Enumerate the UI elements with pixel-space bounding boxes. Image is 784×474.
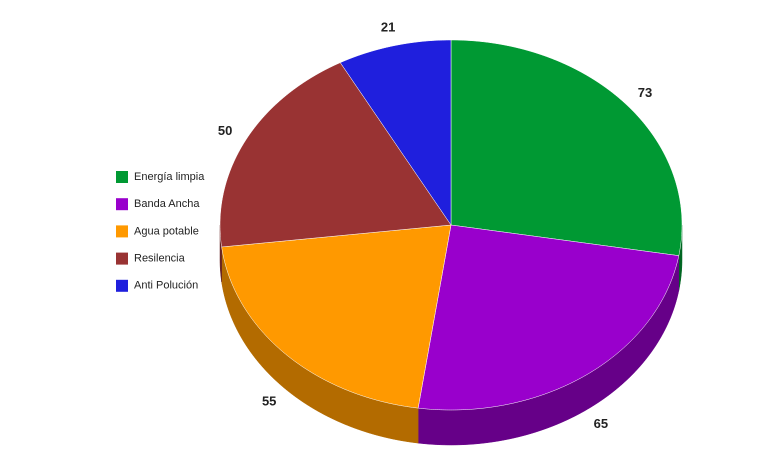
legend-label: Anti Polución <box>134 280 198 292</box>
legend-label: Banda Ancha <box>134 198 200 210</box>
legend-swatch <box>116 225 128 238</box>
slice <box>417 224 680 411</box>
slice <box>219 62 452 248</box>
legend-label: Resilencia <box>134 253 186 265</box>
data-label: 55 <box>262 394 276 409</box>
data-label: 73 <box>638 85 652 100</box>
legend-swatch <box>116 171 128 183</box>
legend-swatch <box>116 279 128 292</box>
legend-label: Agua potable <box>134 225 199 237</box>
data-label: 65 <box>594 416 608 431</box>
data-label: 50 <box>218 123 232 138</box>
legend-label: Energía limpia <box>134 171 205 183</box>
slice <box>340 39 452 226</box>
slice <box>450 39 683 256</box>
legend-swatch <box>116 198 128 211</box>
legend-swatch <box>116 252 128 265</box>
slice <box>221 224 452 409</box>
data-label: 21 <box>381 19 395 34</box>
